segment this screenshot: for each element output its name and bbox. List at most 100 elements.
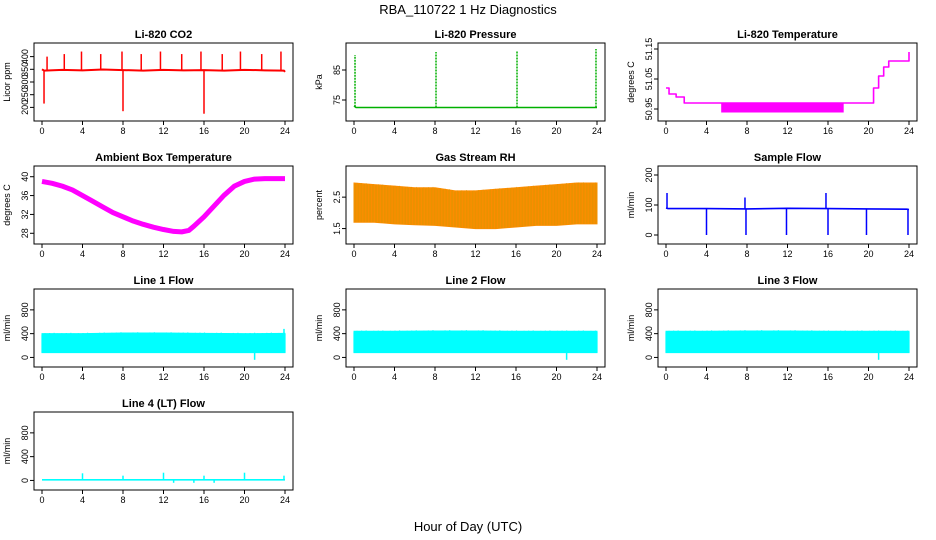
x-tick-label: 12 [158, 495, 168, 505]
x-tick-label: 4 [80, 372, 85, 382]
data-line [666, 52, 910, 104]
x-tick-label: 20 [239, 249, 249, 259]
x-tick-label: 24 [280, 372, 290, 382]
x-tick-label: 24 [904, 372, 914, 382]
y-tick-label: 400 [20, 449, 30, 464]
panel-pressure: Li-820 Pressure kPa 0 4 8 12 16 20 24 75 85 [314, 29, 606, 136]
x-tick-label: 0 [39, 126, 44, 136]
x-tick-label: 16 [823, 372, 833, 382]
plot-frame [33, 42, 294, 122]
y-tick-label: 250 [20, 87, 30, 102]
panel-co2: Li-820 CO2 Licor ppm 0 4 8 12 16 20 24 2002503003… [2, 29, 294, 136]
data-line [353, 105, 597, 109]
x-tick-label: 4 [80, 495, 85, 505]
x-tick-label: 12 [470, 372, 480, 382]
x-tick-label: 0 [39, 372, 44, 382]
panel-title: Li-820 Temperature [737, 29, 838, 41]
data-line [41, 176, 285, 235]
x-tick-label: 4 [80, 249, 85, 259]
x-tick-label: 8 [744, 126, 749, 136]
x-tick-label: 12 [158, 249, 168, 259]
panel-title: Line 2 Flow [446, 275, 506, 287]
y-tick-label: 75 [332, 95, 342, 105]
x-tick-label: 16 [199, 126, 209, 136]
data-line [665, 207, 910, 211]
x-tick-label: 16 [511, 126, 521, 136]
x-tick-label: 16 [199, 249, 209, 259]
panel-title: Line 3 Flow [758, 275, 818, 287]
x-tick-label: 24 [592, 126, 602, 136]
y-tick-label: 400 [20, 326, 30, 341]
x-tick-label: 16 [823, 126, 833, 136]
panel-title: Sample Flow [754, 152, 822, 164]
y-axis-label: kPa [314, 74, 324, 90]
y-tick-label: 36 [20, 191, 30, 201]
x-tick-label: 12 [782, 126, 792, 136]
panel-line3: Line 3 Flow ml/min 0 4 8 12 16 20 24 0 400 800 [626, 275, 918, 382]
x-tick-label: 0 [39, 249, 44, 259]
y-axis-label: ml/min [314, 315, 324, 342]
y-tick-label: 800 [20, 425, 30, 440]
y-tick-label: 50.95 [644, 98, 654, 121]
y-axis-label: ml/min [626, 192, 636, 219]
y-axis-label: ml/min [626, 315, 636, 342]
x-tick-label: 8 [432, 126, 437, 136]
y-tick-label: 2.5 [332, 191, 342, 204]
x-tick-label: 24 [904, 126, 914, 136]
panel-title: Line 4 (LT) Flow [122, 398, 205, 410]
x-tick-label: 4 [392, 372, 397, 382]
figure-xlabel: Hour of Day (UTC) [414, 519, 522, 534]
x-tick-label: 4 [392, 126, 397, 136]
y-tick-label: 400 [332, 326, 342, 341]
panel-rh: Gas Stream RH percent 0 4 8 12 16 20 24 1.5 2.5 [314, 152, 606, 259]
x-tick-label: 8 [744, 249, 749, 259]
x-tick-label: 8 [120, 126, 125, 136]
x-tick-label: 16 [511, 249, 521, 259]
x-tick-label: 8 [120, 249, 125, 259]
y-tick-label: 0 [20, 355, 30, 360]
x-tick-label: 20 [239, 495, 249, 505]
x-tick-label: 12 [158, 372, 168, 382]
y-tick-label: 100 [644, 197, 654, 212]
x-tick-label: 20 [863, 126, 873, 136]
y-tick-label: 51.05 [644, 68, 654, 91]
panel-title: Li-820 Pressure [435, 29, 517, 41]
x-tick-label: 12 [782, 249, 792, 259]
x-tick-label: 12 [470, 126, 480, 136]
x-tick-label: 20 [551, 372, 561, 382]
x-tick-label: 0 [39, 495, 44, 505]
y-tick-label: 40 [20, 172, 30, 182]
x-tick-label: 24 [280, 495, 290, 505]
plot-frame [345, 42, 606, 122]
x-tick-label: 16 [199, 372, 209, 382]
x-tick-label: 20 [239, 126, 249, 136]
x-tick-label: 0 [351, 249, 356, 259]
x-tick-label: 24 [592, 249, 602, 259]
y-tick-label: 300 [20, 74, 30, 89]
y-tick-label: 800 [644, 302, 654, 317]
x-tick-label: 4 [704, 126, 709, 136]
x-tick-label: 20 [863, 249, 873, 259]
y-axis-label: degrees C [626, 61, 636, 103]
y-axis-label: degrees C [2, 184, 12, 226]
x-tick-label: 4 [80, 126, 85, 136]
panel-title: Ambient Box Temperature [95, 152, 232, 164]
x-tick-label: 12 [782, 372, 792, 382]
x-tick-label: 8 [120, 495, 125, 505]
panel-line1: Line 1 Flow ml/min 0 4 8 12 16 20 24 0 400 800 [2, 275, 294, 382]
panel-sample: Sample Flow ml/min 0 4 8 12 16 20 24 0 100 200 [626, 152, 918, 259]
x-tick-label: 20 [551, 249, 561, 259]
y-tick-label: 1.5 [332, 222, 342, 235]
x-tick-label: 24 [592, 372, 602, 382]
panel-temp: Li-820 Temperature degrees C 0 4 8 12 16 20 24 50… [626, 29, 918, 136]
y-axis-label: ml/min [2, 438, 12, 465]
y-tick-label: 0 [644, 355, 654, 360]
data-dither-band [721, 102, 844, 113]
y-tick-label: 350 [20, 62, 30, 77]
x-tick-label: 16 [823, 249, 833, 259]
panel-title: Line 1 Flow [134, 275, 194, 287]
y-tick-label: 51.15 [644, 38, 654, 61]
x-tick-label: 8 [432, 249, 437, 259]
